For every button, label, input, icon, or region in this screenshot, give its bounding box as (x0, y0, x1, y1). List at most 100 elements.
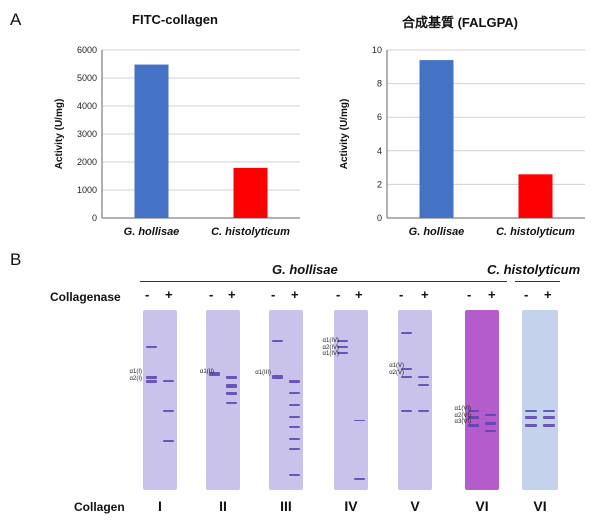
gel-band (468, 410, 479, 412)
band-label: α2(V) (389, 369, 404, 376)
collagenase-label: Collagenase (50, 290, 121, 304)
band-label: α1(IV) (322, 338, 339, 344)
y-tick-label: 2000 (77, 157, 97, 167)
gel-band (401, 410, 412, 412)
bar (419, 60, 454, 218)
gel-band (543, 410, 555, 412)
species-label-histolyticum: C. histolyticum (487, 262, 581, 277)
x-tick-label: G. hollisae (124, 226, 180, 238)
band-label: α3(VI) (454, 419, 471, 425)
gel-band (226, 392, 237, 395)
collagen-type-label: II (219, 498, 227, 514)
y-tick-label: 6 (377, 112, 382, 122)
gel-band (525, 410, 537, 412)
y-axis-label: Activity (U/mg) (54, 99, 65, 170)
minus-sign: - (399, 287, 404, 302)
band-label: α1(III) (255, 370, 271, 376)
y-tick-label: 8 (377, 79, 382, 89)
band-label: α1(IV) (322, 351, 339, 357)
gel-band (163, 380, 174, 382)
x-tick-label: C. histolyticum (496, 226, 575, 238)
collagen-label: Collagen (74, 500, 125, 514)
gel-band (418, 376, 429, 378)
gel-band (272, 375, 283, 379)
gel-band (543, 424, 555, 427)
y-tick-label: 6000 (77, 45, 97, 55)
species-label-hollisae: G. hollisae (272, 262, 338, 277)
plus-sign: + (421, 287, 429, 302)
gel-band (354, 420, 365, 421)
collagen-type-label: IV (344, 498, 358, 514)
gel-band (543, 416, 555, 419)
plus-sign: + (291, 287, 299, 302)
band-label-group: α1(VI) α2(VI) α3(VI) (437, 406, 471, 426)
gel-band (289, 426, 300, 428)
x-tick-label: G. hollisae (409, 226, 465, 238)
gel-band (146, 380, 157, 383)
gel-lane (522, 310, 558, 490)
panel-a-label: A (10, 10, 22, 29)
minus-sign: - (271, 287, 276, 302)
gel-band (418, 384, 429, 386)
gel-lane (465, 310, 499, 490)
collagen-type-label: VI (533, 498, 547, 514)
band-label: α2(IV) (322, 344, 339, 351)
collagen-type-label: III (280, 498, 292, 514)
gel-band (337, 340, 348, 342)
gel-band (226, 376, 237, 379)
y-tick-label: 4000 (77, 101, 97, 111)
band-label-group: α1(II) (180, 369, 214, 376)
gel-band (337, 346, 348, 348)
minus-sign: - (145, 287, 150, 302)
band-label: α1(II) (199, 369, 214, 375)
gel-band (525, 416, 537, 419)
gel-band (401, 368, 412, 370)
gel-lane (206, 310, 240, 490)
gel-band (272, 340, 283, 342)
gel-band (485, 422, 496, 425)
bracket-line-histolyticum (515, 281, 560, 282)
gel-band (289, 474, 300, 476)
collagen-type-label: V (410, 498, 420, 514)
panel-b-label: B (10, 250, 22, 269)
chart-title: 合成基質 (FALGPA) (401, 15, 519, 30)
y-axis-label: Activity (U/mg) (339, 99, 350, 170)
gel-band (226, 402, 237, 404)
gel-band (468, 416, 479, 419)
bar-chart-svg: 0 2 4 6 8 10 G. hollisae C. histolyticum Activit… (339, 45, 585, 238)
plus-sign: + (355, 287, 363, 302)
band-label-group: α1(I) α2(I) (108, 369, 142, 382)
gel-lane (269, 310, 303, 490)
gel-band (289, 438, 300, 440)
chart-title: FITC-collagen (132, 12, 218, 27)
gel-band (146, 346, 157, 348)
gel-band (354, 478, 365, 480)
collagen-type-label: I (158, 498, 162, 514)
gel-band (401, 376, 412, 378)
collagen-type-label: VI (475, 498, 489, 514)
band-label: α2(VI) (454, 412, 471, 419)
y-tick-label: 10 (372, 45, 382, 55)
y-tick-label: 5000 (77, 73, 97, 83)
chart-falgpa: 合成基質 (FALGPA) 0 2 4 6 8 10 G. hollisae C. histo… (325, 8, 595, 248)
bracket-line-hollisae (140, 281, 507, 282)
bar (134, 64, 169, 218)
band-label: α1(VI) (454, 406, 471, 412)
gel-band (289, 416, 300, 418)
band-label: α1(I) (129, 369, 142, 375)
minus-sign: - (524, 287, 529, 302)
bar (518, 174, 553, 218)
gel-lane (334, 310, 368, 490)
plus-sign: + (165, 287, 173, 302)
band-label-group: α1(IV) α2(IV) α1(IV) (305, 338, 339, 358)
minus-sign: - (467, 287, 472, 302)
gel-lane (143, 310, 177, 490)
gel-band (289, 380, 300, 383)
gel-band (418, 410, 429, 412)
y-tick-label: 2 (377, 179, 382, 189)
band-label: α2(I) (129, 375, 142, 382)
gel-band (485, 414, 496, 416)
band-label: α1(V) (389, 363, 404, 369)
gel-band (226, 384, 237, 388)
gel-band (337, 352, 348, 354)
